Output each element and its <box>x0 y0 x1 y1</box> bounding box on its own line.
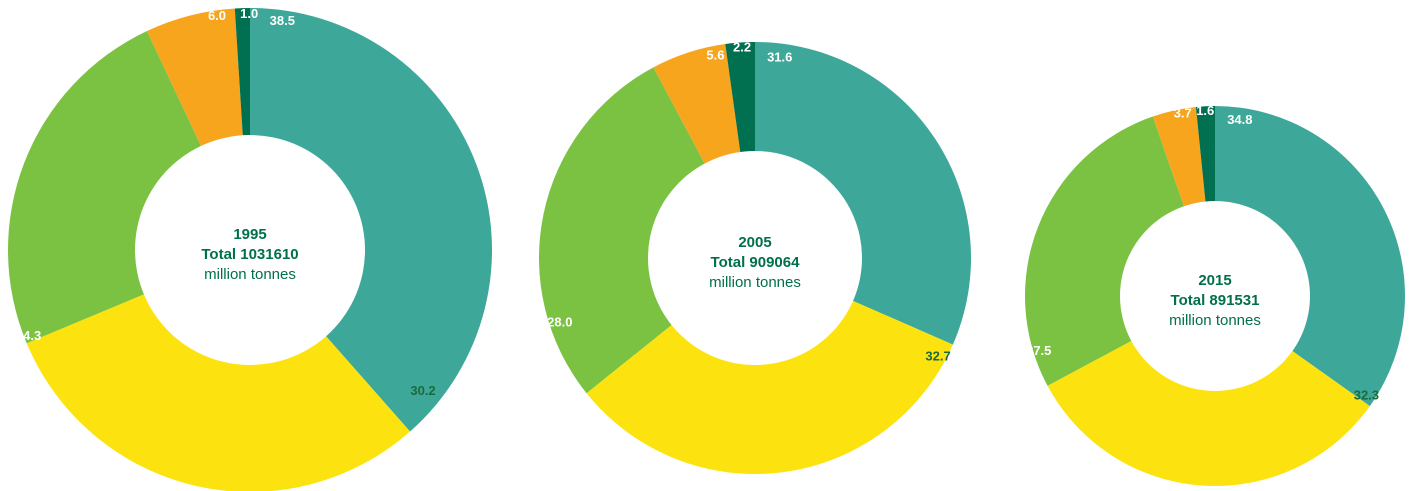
center-unit-2015: million tonnes <box>1169 312 1261 329</box>
slice-label-2015-2: 32.3 <box>1354 387 1379 402</box>
slice-label-2005-4: 5.6 <box>706 47 724 62</box>
slice-label-2005-2: 32.7 <box>925 348 950 363</box>
center-unit-2005: million tonnes <box>709 274 801 291</box>
slice-label-1995-1: 38.5 <box>270 13 295 28</box>
slice-label-2015-1: 34.8 <box>1227 112 1252 127</box>
slice-label-1995-4: 6.0 <box>208 8 226 23</box>
slice-label-1995-5: 1.0 <box>240 6 258 21</box>
slice-2015-1 <box>1215 106 1406 407</box>
slice-2005-2 <box>586 258 953 474</box>
center-total-2015: Total 891531 <box>1171 292 1260 309</box>
slice-1995-1 <box>250 8 492 432</box>
center-year-2005: 2005 <box>738 234 771 251</box>
slice-label-2015-3: 27.5 <box>1026 343 1051 358</box>
center-year-2015: 2015 <box>1198 272 1231 289</box>
slice-label-1995-2: 30.2 <box>410 383 435 398</box>
slice-label-2015-4: 3.7 <box>1174 106 1192 121</box>
center-year-1995: 1995 <box>233 226 266 243</box>
slice-label-2015-5: 1.6 <box>1196 103 1214 118</box>
donut-hole-2015 <box>1120 201 1310 391</box>
slice-1995-2 <box>26 250 411 491</box>
center-unit-1995: million tonnes <box>204 266 296 283</box>
donut-hole-1995 <box>135 135 365 365</box>
slice-label-2005-5: 2.2 <box>733 40 751 55</box>
slice-label-1995-3: 24.3 <box>16 328 41 343</box>
slice-label-2005-3: 28.0 <box>547 314 572 329</box>
slice-2005-3 <box>539 67 755 394</box>
center-total-2005: Total 909064 <box>711 254 801 271</box>
slice-2015-2 <box>1047 296 1370 486</box>
donut-chart-2005: 31.6 32.7 28.0 5.6 2.2 2005 Total 909064 millio… <box>539 40 971 474</box>
slice-label-2005-1: 31.6 <box>767 49 792 64</box>
donut-chart-1995: 38.5 30.2 24.3 6.0 1.0 1995 Total 1031610 milli… <box>8 6 492 491</box>
donut-hole-2005 <box>648 151 862 365</box>
donut-chart-2015: 34.8 32.3 27.5 3.7 1.6 2015 Total 891531 millio… <box>1025 103 1406 486</box>
center-total-1995: Total 1031610 <box>201 246 298 263</box>
